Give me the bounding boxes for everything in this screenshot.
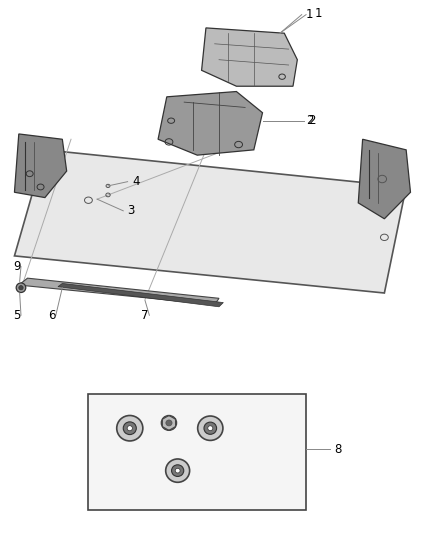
Polygon shape: [58, 284, 223, 307]
Polygon shape: [158, 92, 262, 155]
Text: 2: 2: [308, 114, 316, 127]
Text: 1: 1: [306, 8, 314, 21]
Text: 8: 8: [334, 443, 342, 456]
Ellipse shape: [127, 426, 132, 431]
Text: 6: 6: [48, 309, 55, 322]
Polygon shape: [14, 150, 406, 293]
Ellipse shape: [166, 459, 190, 482]
Polygon shape: [19, 278, 219, 305]
Polygon shape: [358, 139, 410, 219]
Ellipse shape: [161, 416, 177, 430]
Ellipse shape: [19, 286, 23, 290]
Text: 4: 4: [132, 175, 139, 188]
Text: 7: 7: [141, 309, 149, 322]
Ellipse shape: [175, 469, 180, 473]
Ellipse shape: [208, 426, 213, 431]
Bar: [88, 394, 306, 511]
Ellipse shape: [172, 465, 184, 477]
Polygon shape: [14, 134, 67, 198]
Ellipse shape: [204, 422, 217, 434]
Text: 5: 5: [13, 309, 20, 322]
Ellipse shape: [16, 283, 26, 293]
Ellipse shape: [166, 420, 172, 426]
Text: 9: 9: [13, 260, 21, 273]
Ellipse shape: [123, 422, 136, 434]
Text: 2: 2: [306, 114, 314, 127]
Text: 3: 3: [127, 204, 135, 217]
Text: 1: 1: [315, 6, 322, 20]
Polygon shape: [201, 28, 297, 86]
Ellipse shape: [198, 416, 223, 440]
Ellipse shape: [117, 416, 143, 441]
